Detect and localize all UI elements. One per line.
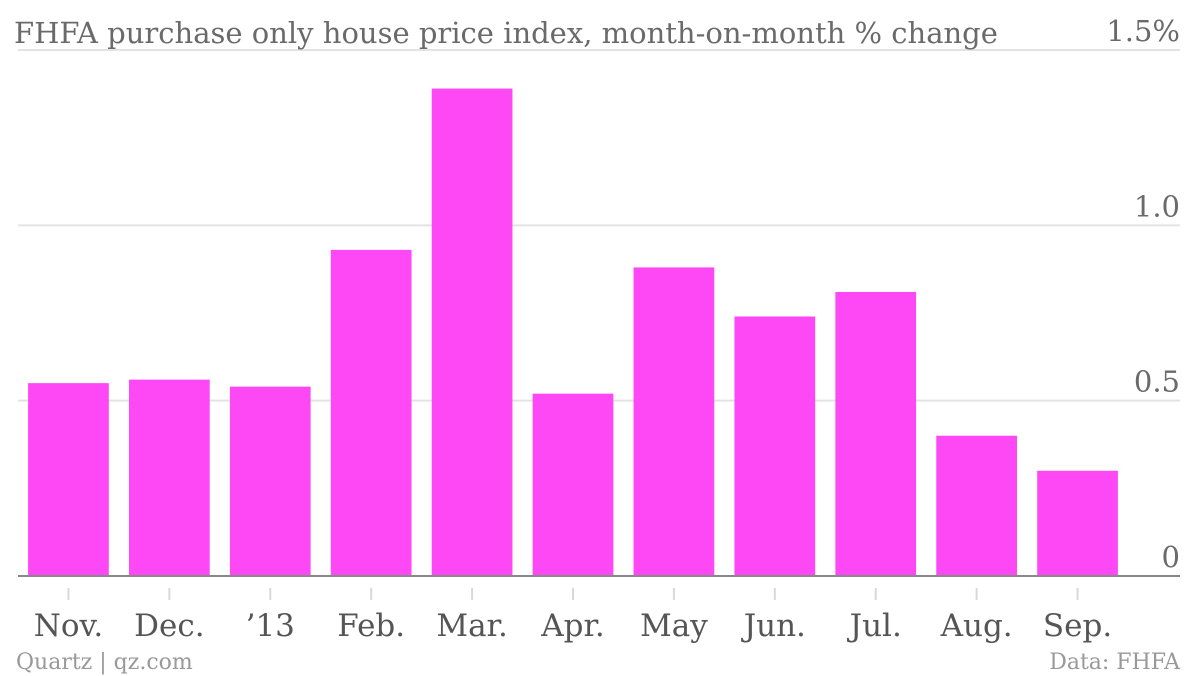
x-tick-label: Apr. — [540, 608, 605, 644]
x-axis-labels: Nov. Dec. ’13 Feb. Mar. Apr. May Jun. Jul. Aug. Se… — [34, 608, 1112, 644]
footer-source-right: Data: FHFA — [1049, 650, 1181, 675]
x-tick-label: Aug. — [940, 608, 1013, 644]
bar — [835, 291, 917, 576]
y-tick-label: 1.0 — [1134, 189, 1180, 223]
bar — [532, 393, 614, 576]
bar — [633, 267, 715, 576]
bar — [1037, 470, 1118, 576]
bar — [734, 316, 816, 576]
bar — [229, 386, 311, 576]
bar — [431, 88, 513, 576]
grid-lines — [18, 49, 1180, 402]
bar — [28, 383, 109, 576]
x-ticks — [67, 588, 1079, 600]
x-tick-label: Jun. — [741, 608, 806, 644]
x-tick-label: Nov. — [34, 608, 103, 644]
bar — [936, 435, 1017, 576]
chart-title: FHFA purchase only house price index, mo… — [14, 16, 998, 50]
bars — [28, 88, 1118, 576]
x-tick-label: Mar. — [436, 608, 508, 644]
y-tick-label: 0 — [1162, 540, 1180, 574]
bar — [129, 379, 210, 576]
x-tick-label: Feb. — [337, 608, 405, 644]
y-axis-labels: 0 0.5 1.0 1.5% — [1106, 14, 1180, 574]
bar — [330, 249, 412, 576]
x-tick-label: Sep. — [1043, 608, 1112, 644]
x-tick-label: Dec. — [134, 608, 204, 644]
x-tick-label: ’13 — [246, 608, 295, 644]
y-tick-label: 1.5% — [1106, 14, 1180, 48]
x-tick-label: May — [640, 608, 708, 644]
x-tick-label: Jul. — [847, 608, 902, 644]
y-tick-label: 0.5 — [1134, 365, 1180, 399]
footer-source-left: Quartz | qz.com — [16, 650, 193, 675]
